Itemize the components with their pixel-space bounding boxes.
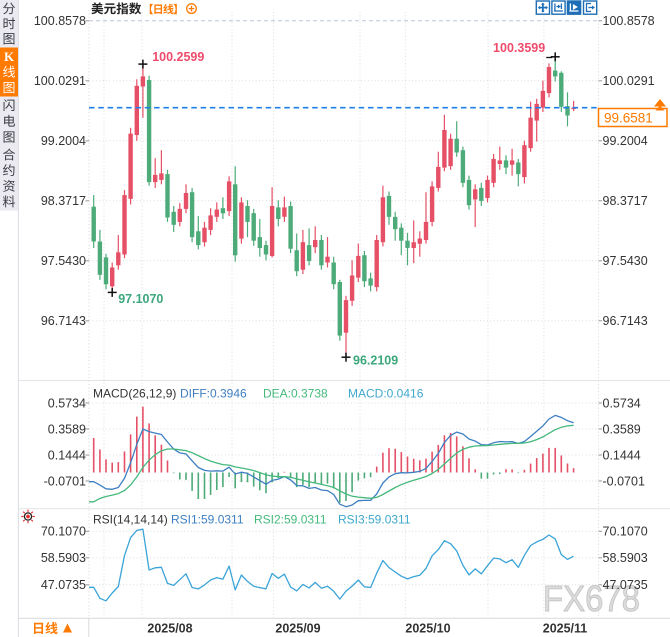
svg-text:100.8578: 100.8578 xyxy=(603,14,655,28)
svg-text:70.1070: 70.1070 xyxy=(41,525,86,539)
svg-text:58.5903: 58.5903 xyxy=(41,551,86,565)
svg-text:100.0291: 100.0291 xyxy=(603,74,655,88)
svg-text:47.0735: 47.0735 xyxy=(41,578,86,592)
svg-text:99.2004: 99.2004 xyxy=(41,134,86,148)
svg-text:-0.0701: -0.0701 xyxy=(603,474,645,488)
svg-text:47.0735: 47.0735 xyxy=(603,578,648,592)
svg-text:99.6581: 99.6581 xyxy=(604,111,653,126)
svg-text:0.3589: 0.3589 xyxy=(48,422,86,436)
svg-text:RSI1:59.0311: RSI1:59.0311 xyxy=(171,513,244,527)
svg-text:MACD:0.0416: MACD:0.0416 xyxy=(348,387,424,401)
svg-text:58.5903: 58.5903 xyxy=(603,551,648,565)
svg-text:0.1444: 0.1444 xyxy=(603,448,641,462)
svg-text:97.5430: 97.5430 xyxy=(603,254,648,268)
svg-text:100.0291: 100.0291 xyxy=(34,74,86,88)
svg-text:DEA:0.3738: DEA:0.3738 xyxy=(263,387,328,401)
svg-text:-0.0701: -0.0701 xyxy=(44,474,86,488)
svg-text:96.2109: 96.2109 xyxy=(353,354,398,368)
svg-text:2025/11: 2025/11 xyxy=(543,622,588,636)
svg-text:RSI(14,14,14): RSI(14,14,14) xyxy=(93,513,168,527)
svg-text:100.3599: 100.3599 xyxy=(493,41,545,55)
svg-text:98.3717: 98.3717 xyxy=(41,194,86,208)
svg-text:97.1070: 97.1070 xyxy=(118,292,163,306)
svg-text:2025/09: 2025/09 xyxy=(275,622,320,636)
svg-text:98.3717: 98.3717 xyxy=(603,194,648,208)
svg-text:K: K xyxy=(4,49,15,64)
svg-text:96.7143: 96.7143 xyxy=(41,314,86,328)
svg-text:2025/10: 2025/10 xyxy=(405,622,450,636)
svg-text:70.1070: 70.1070 xyxy=(603,525,648,539)
svg-text:RSI2:59.0311: RSI2:59.0311 xyxy=(254,513,327,527)
svg-text:0.5734: 0.5734 xyxy=(603,396,641,410)
svg-text:100.2599: 100.2599 xyxy=(152,50,204,64)
svg-text:RSI3:59.0311: RSI3:59.0311 xyxy=(338,513,411,527)
svg-text:2025/08: 2025/08 xyxy=(147,622,192,636)
svg-text:99.2004: 99.2004 xyxy=(603,134,648,148)
svg-text:97.5430: 97.5430 xyxy=(41,254,86,268)
svg-text:0.1444: 0.1444 xyxy=(48,448,86,462)
svg-text:100.8578: 100.8578 xyxy=(34,14,86,28)
svg-text:0.5734: 0.5734 xyxy=(48,396,86,410)
svg-text:96.7143: 96.7143 xyxy=(603,314,648,328)
svg-text:0.3589: 0.3589 xyxy=(603,422,641,436)
svg-text:DIFF:0.3946: DIFF:0.3946 xyxy=(180,387,247,401)
svg-text:MACD(26,12,9): MACD(26,12,9) xyxy=(93,387,176,401)
